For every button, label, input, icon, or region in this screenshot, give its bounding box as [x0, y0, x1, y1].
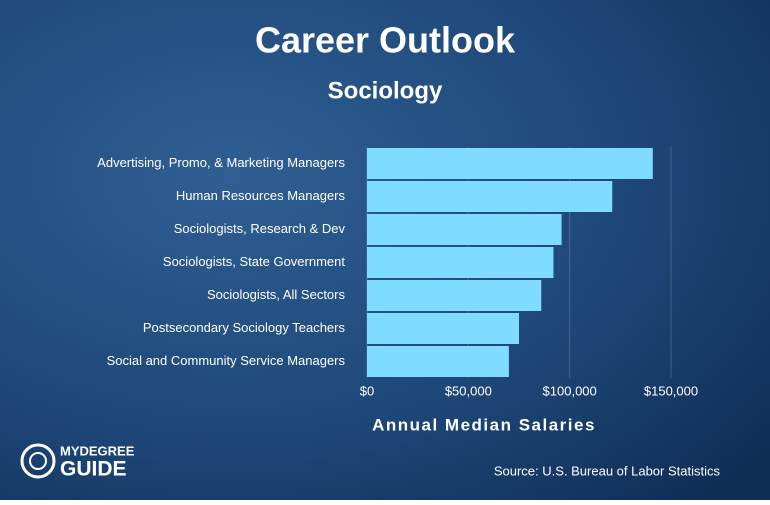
y-tick-label: Social and Community Service Managers: [107, 353, 346, 368]
y-tick-label: Postsecondary Sociology Teachers: [143, 320, 346, 335]
bar: [367, 280, 542, 311]
y-tick-label: Human Resources Managers: [176, 188, 346, 203]
x-tick-label: $0: [360, 383, 374, 398]
x-tick-label: $50,000: [445, 383, 492, 398]
y-tick-label: Advertising, Promo, & Marketing Managers: [97, 155, 345, 170]
x-tick-label: $150,000: [644, 383, 698, 398]
logo-text: MYDEGREE: [60, 443, 135, 458]
bar: [367, 181, 613, 212]
y-tick-label: Sociologists, Research & Dev: [174, 221, 346, 236]
bar: [367, 346, 509, 377]
bar: [367, 247, 554, 278]
logo-text: GUIDE: [60, 458, 127, 481]
bar: [367, 148, 653, 179]
y-tick-label: Sociologists, State Government: [163, 254, 345, 269]
logo-icon-inner: [29, 452, 47, 470]
logo-icon: [20, 443, 56, 479]
bar: [367, 313, 519, 344]
logo: MYDEGREE GUIDE: [20, 443, 135, 481]
bar: [367, 214, 562, 245]
chart-title: Career Outlook: [255, 20, 516, 61]
x-tick-label: $100,000: [543, 383, 597, 398]
source: Source: U.S. Bureau of Labor Statistics: [494, 463, 721, 478]
x-axis-label: Annual Median Salaries: [372, 415, 596, 434]
y-tick-label: Sociologists, All Sectors: [207, 287, 346, 302]
chart-subtitle: Sociology: [328, 77, 443, 104]
